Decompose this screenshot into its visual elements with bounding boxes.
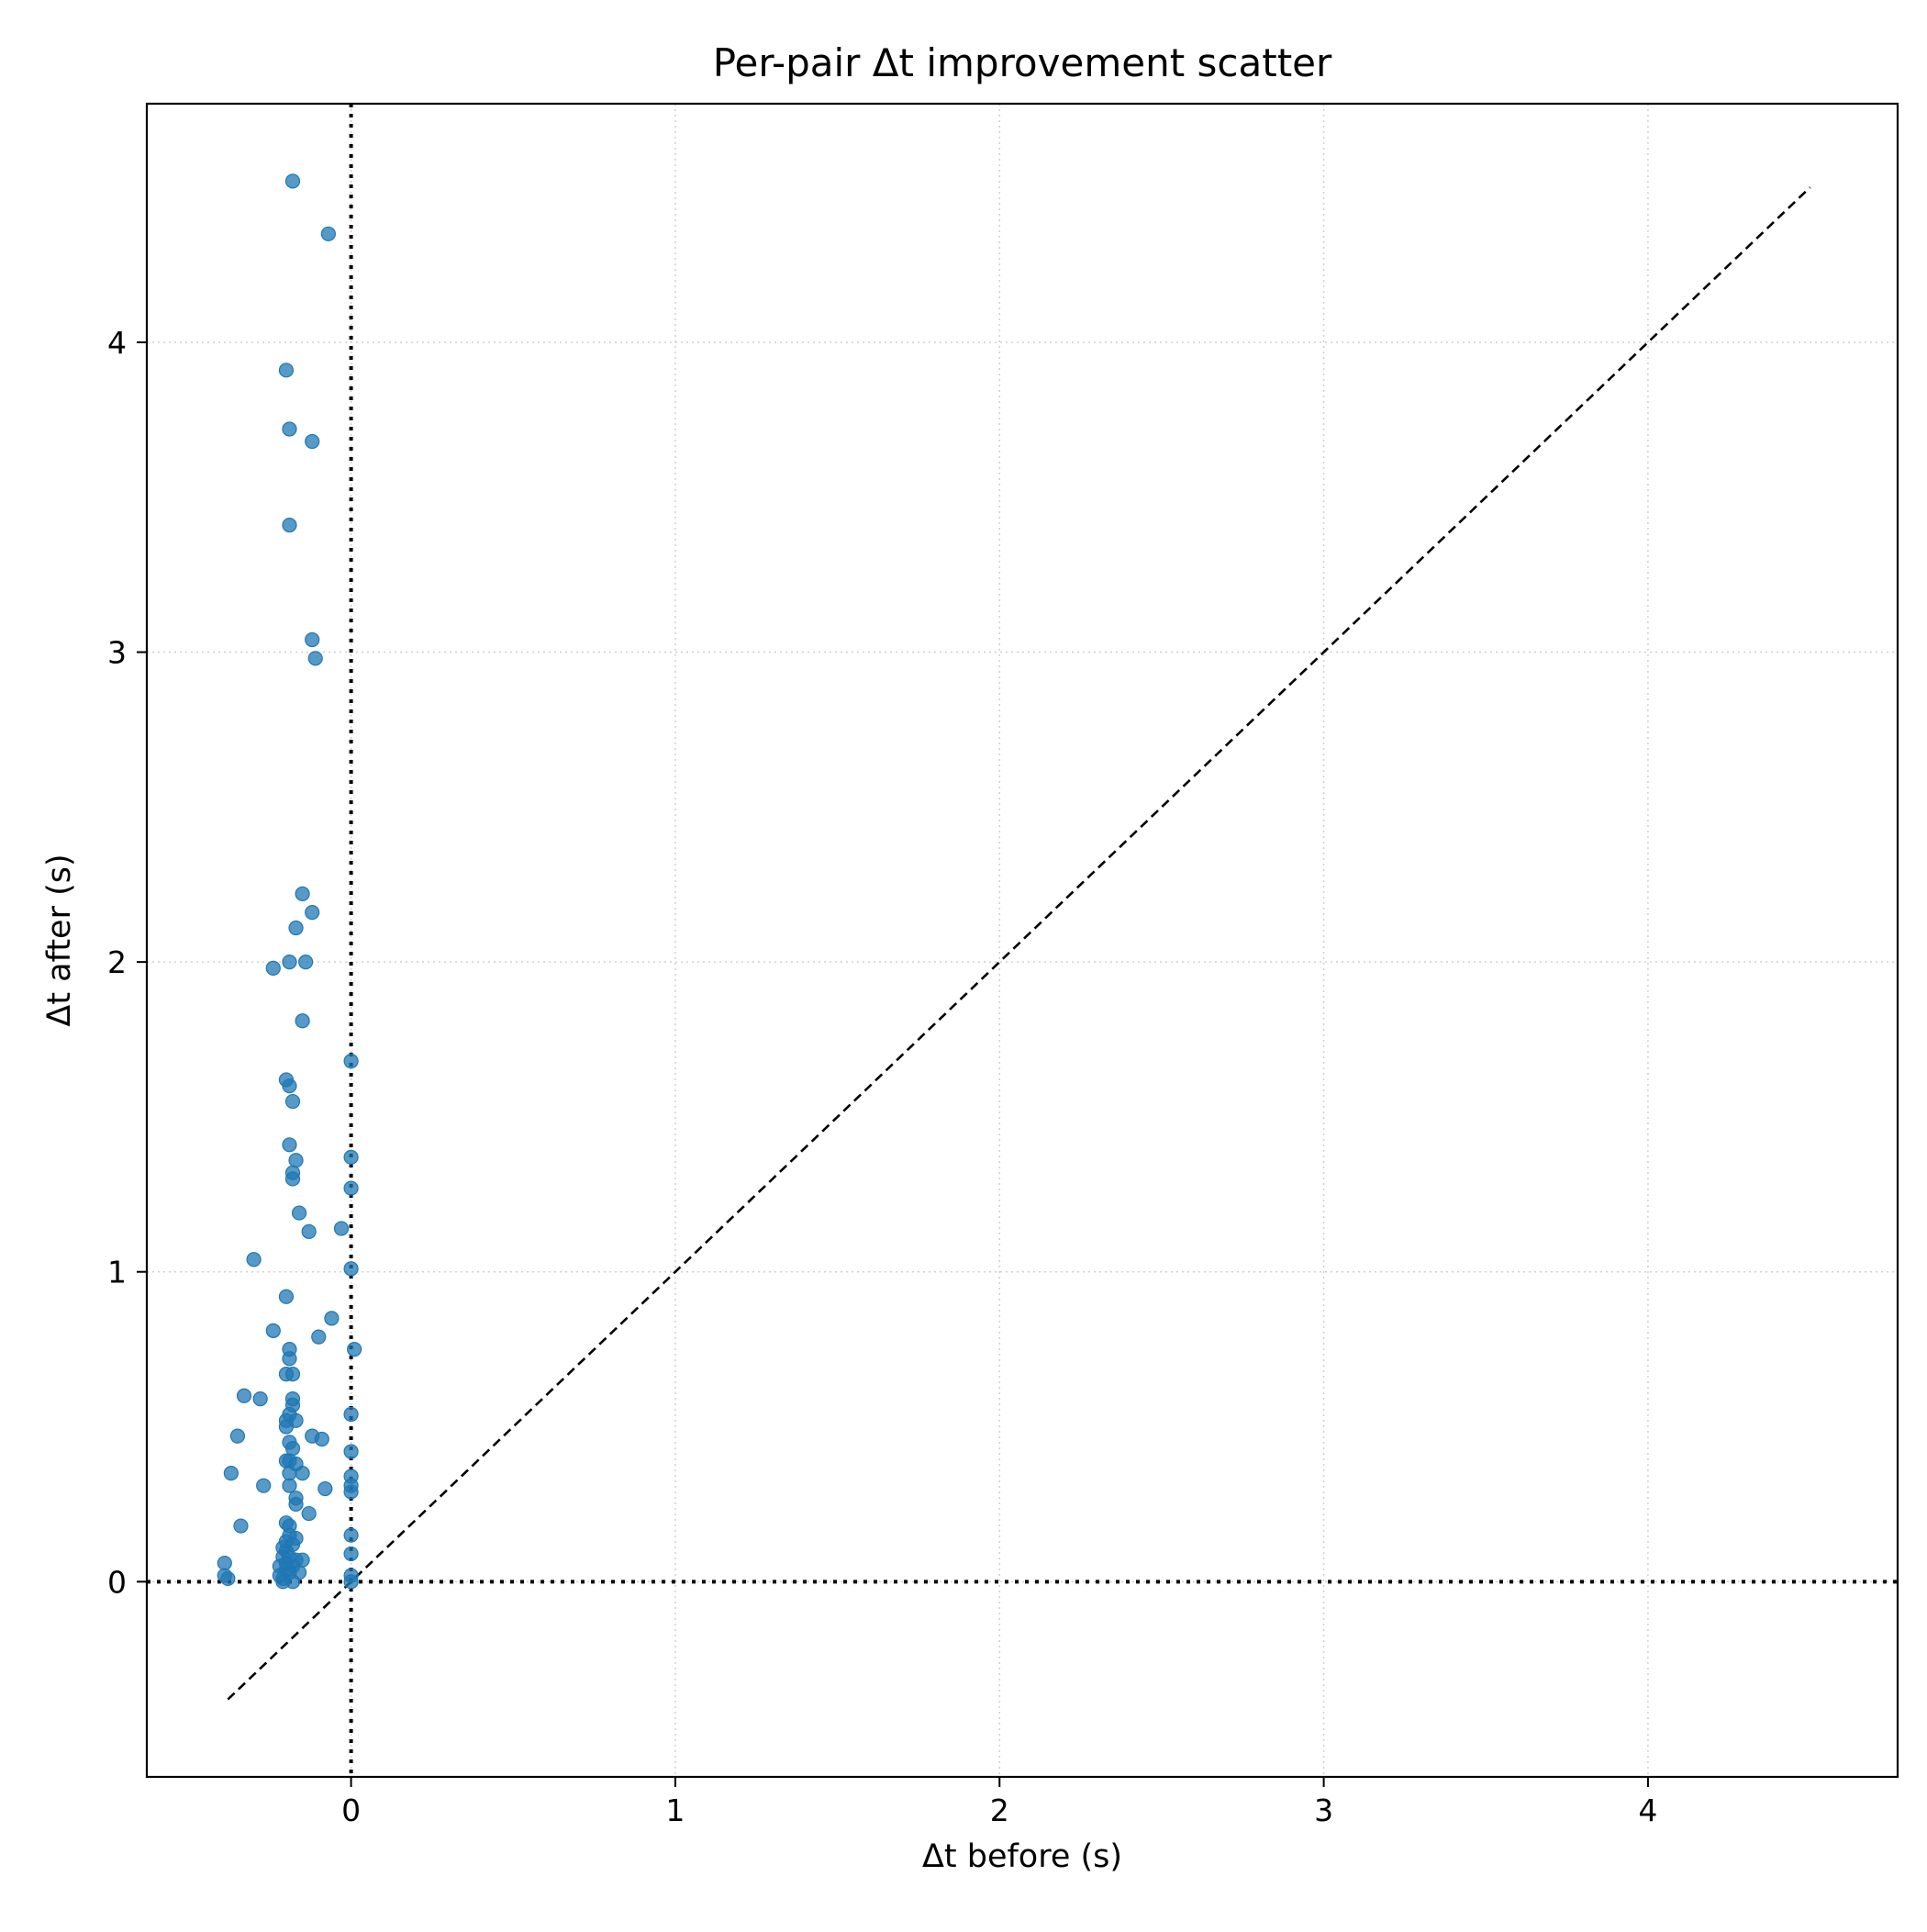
data-point-0	[284, 173, 301, 189]
data-point-8	[295, 886, 310, 901]
data-point-52	[284, 1441, 301, 1457]
data-point-50	[314, 1431, 329, 1447]
data-point-71	[233, 1518, 249, 1534]
data-point-63	[282, 1478, 297, 1493]
data-point-85	[217, 1555, 232, 1571]
data-point-13	[265, 960, 281, 976]
data-point-79	[343, 1546, 359, 1562]
data-point-11	[282, 955, 297, 970]
data-point-7	[307, 651, 323, 666]
data-point-48	[229, 1428, 246, 1444]
data-point-3	[282, 421, 297, 437]
data-point-10	[288, 920, 304, 936]
data-point-53	[343, 1444, 359, 1459]
data-point-65	[343, 1484, 359, 1500]
data-point-15	[343, 1054, 359, 1069]
y-tick-label-4: 4	[107, 325, 127, 361]
data-point-30	[278, 1289, 295, 1304]
data-point-38	[278, 1367, 295, 1382]
data-point-9	[305, 905, 320, 921]
data-point-64	[317, 1480, 333, 1497]
data-point-29	[343, 1261, 359, 1277]
data-point-58	[282, 1466, 297, 1481]
data-points	[217, 173, 362, 1590]
data-point-40	[252, 1391, 268, 1407]
y-tick-label-1: 1	[107, 1255, 127, 1290]
data-point-98	[343, 1574, 359, 1590]
data-point-31	[324, 1311, 340, 1326]
axis-ticks: 0 1 2 3 4 0 1 2 3 4	[107, 325, 1657, 1828]
data-point-36	[282, 1351, 297, 1367]
data-point-14	[295, 1013, 310, 1029]
data-point-23	[284, 1171, 301, 1187]
y-axis-label: Δt after (s)	[41, 854, 78, 1026]
data-point-33	[311, 1329, 327, 1345]
x-tick-label-0: 0	[341, 1792, 361, 1828]
data-point-27	[301, 1223, 317, 1239]
data-point-12	[298, 955, 314, 970]
data-point-18	[284, 1093, 301, 1110]
data-point-34	[347, 1342, 362, 1357]
chart-title: Per-pair Δt improvement scatter	[713, 40, 1332, 85]
x-tick-label-4: 4	[1638, 1792, 1657, 1828]
x-axis-label: Δt before (s)	[922, 1838, 1122, 1875]
x-tick-label-1: 1	[665, 1792, 685, 1828]
data-point-62	[256, 1478, 272, 1493]
data-point-68	[301, 1505, 317, 1522]
data-point-2	[278, 363, 295, 378]
x-tick-label-3: 3	[1314, 1792, 1333, 1828]
data-point-94	[220, 1570, 236, 1587]
plot-frame	[145, 102, 1899, 1779]
data-point-47	[278, 1419, 295, 1435]
data-point-26	[333, 1221, 350, 1236]
data-point-21	[288, 1153, 304, 1168]
y-tick-label-0: 0	[107, 1564, 127, 1600]
data-point-25	[291, 1205, 307, 1221]
y-tick-label-2: 2	[107, 944, 127, 980]
data-point-39	[236, 1388, 252, 1403]
data-point-5	[282, 518, 297, 533]
data-point-67	[288, 1496, 304, 1513]
identity-diagonal-line	[227, 186, 1811, 1701]
data-point-20	[343, 1149, 359, 1165]
data-point-4	[305, 433, 320, 450]
data-point-59	[295, 1466, 310, 1481]
data-point-24	[343, 1180, 359, 1196]
data-point-43	[343, 1406, 359, 1423]
data-point-19	[282, 1137, 297, 1153]
data-point-97	[275, 1574, 291, 1590]
y-tick-label-3: 3	[107, 635, 127, 671]
data-point-72	[343, 1527, 359, 1543]
data-point-57	[223, 1466, 239, 1481]
data-point-28	[246, 1252, 262, 1268]
x-tick-label-2: 2	[990, 1792, 1009, 1828]
data-point-6	[305, 631, 320, 648]
data-point-1	[320, 226, 336, 241]
data-point-32	[265, 1323, 281, 1338]
data-point-17	[282, 1078, 297, 1094]
